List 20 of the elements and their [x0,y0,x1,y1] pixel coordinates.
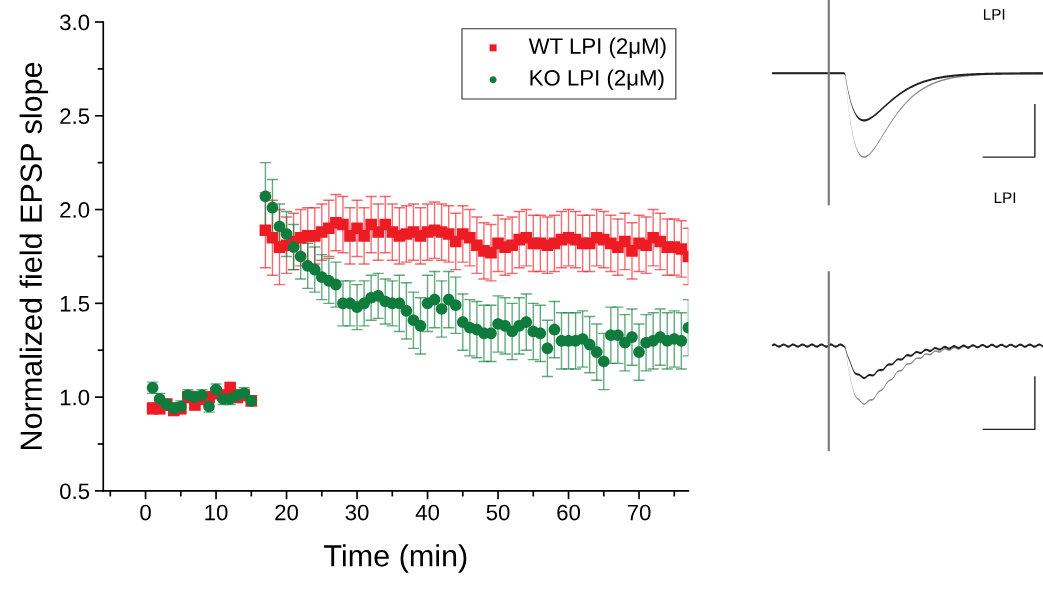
y-tick-label: 1.0 [60,389,90,406]
x-tick-label: 20 [275,504,299,521]
x-tick-label: 70 [627,504,651,521]
x-tick-label: 0 [140,504,151,521]
y-tick-label: 0.5 [60,483,90,500]
x-tick-label: 50 [486,504,510,521]
x-tick-label: 30 [345,504,369,521]
y-axis-title: Normalized field EPSP slope [19,62,49,449]
y-tick-label: 3.0 [60,14,90,31]
x-tick-label: 60 [557,504,581,521]
text: LPI [994,192,1016,203]
x-axis-title: Time (min) [324,544,467,573]
x-tick-label: 10 [205,504,228,521]
text: LPI [983,9,1005,20]
x-tick-label: 40 [415,504,440,521]
y-tick-label: 1.5 [60,296,90,312]
legend-label: WT LPI (2μM) [528,37,666,59]
y-tick-label: 2.5 [60,108,90,125]
y-tick-label: 2.0 [60,202,90,218]
legend-label: KO LPI (2μM) [530,69,664,91]
